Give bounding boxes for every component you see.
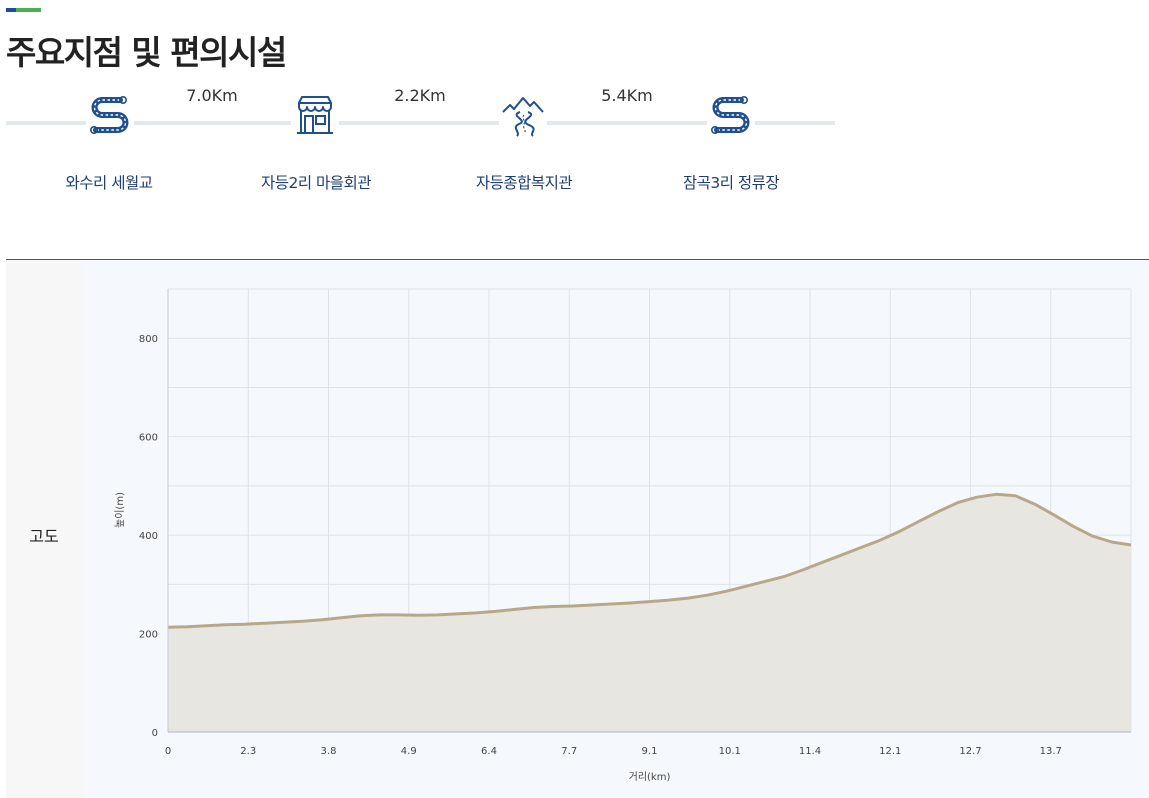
x-tick-label: 9.1 — [642, 746, 658, 757]
segment-distance-2: 2.2Km — [394, 86, 446, 105]
elevation-chart[interactable]: 0 200 400 600 800 0 2.3 3.8 4.9 6.4 7.7 9.1 10.1 11.4… — [82, 260, 1149, 798]
accent-blue-segment — [6, 8, 16, 12]
x-tick-label: 4.9 — [401, 746, 417, 757]
y-tick-label: 0 — [152, 728, 158, 739]
mountain-road-icon[interactable] — [499, 92, 547, 140]
x-axis-title: 거리(km) — [629, 771, 671, 783]
segment-distance-3: 5.4Km — [601, 86, 653, 105]
title-accent-bar — [6, 8, 41, 12]
section-divider — [6, 259, 1149, 260]
y-tick-label: 200 — [139, 630, 158, 641]
winding-road-icon[interactable] — [86, 92, 134, 140]
x-tick-label: 10.1 — [719, 746, 741, 757]
y-tick-label: 400 — [139, 531, 158, 542]
x-tick-label: 13.7 — [1040, 746, 1062, 757]
route-line — [6, 121, 835, 125]
x-tick-label: 7.7 — [561, 746, 577, 757]
elevation-chart-panel: 0 200 400 600 800 0 2.3 3.8 4.9 6.4 7.7 9.1 10.1 11.4… — [82, 260, 1149, 798]
x-tick-label: 11.4 — [799, 746, 821, 757]
stop-label-4: 잠곡3리 정류장 — [682, 174, 780, 192]
x-tick-label: 3.8 — [321, 746, 337, 757]
x-tick-label: 6.4 — [481, 746, 497, 757]
elevation-row-label: 고도 — [29, 527, 59, 546]
y-tick-label: 800 — [139, 334, 158, 345]
route-overview: 7.0Km 2.2Km 5.4Km 와수리 세월교 자등2리 마을회관 — [0, 80, 850, 210]
x-tick-label: 2.3 — [240, 746, 256, 757]
stop-label-3: 자등종합복지관 — [475, 174, 573, 192]
page-title: 주요지점 및 편의시설 — [6, 33, 287, 72]
elevation-row-header: 고도 — [6, 260, 82, 798]
y-axis-title: 높이(m) — [114, 492, 126, 528]
stop-label-1: 와수리 세월교 — [65, 174, 154, 192]
elevation-line[interactable] — [167, 492, 1132, 629]
accent-green-segment — [16, 8, 41, 12]
segment-distance-1: 7.0Km — [186, 86, 238, 105]
y-tick-label: 600 — [139, 433, 158, 444]
x-tick-label: 12.1 — [879, 746, 901, 757]
x-tick-label: 12.7 — [959, 746, 981, 757]
elevation-area — [168, 494, 1131, 732]
stop-label-2: 자등2리 마을회관 — [260, 174, 372, 192]
winding-road-icon[interactable] — [707, 92, 755, 140]
x-tick-label: 0 — [165, 746, 171, 757]
store-icon[interactable] — [291, 92, 339, 140]
